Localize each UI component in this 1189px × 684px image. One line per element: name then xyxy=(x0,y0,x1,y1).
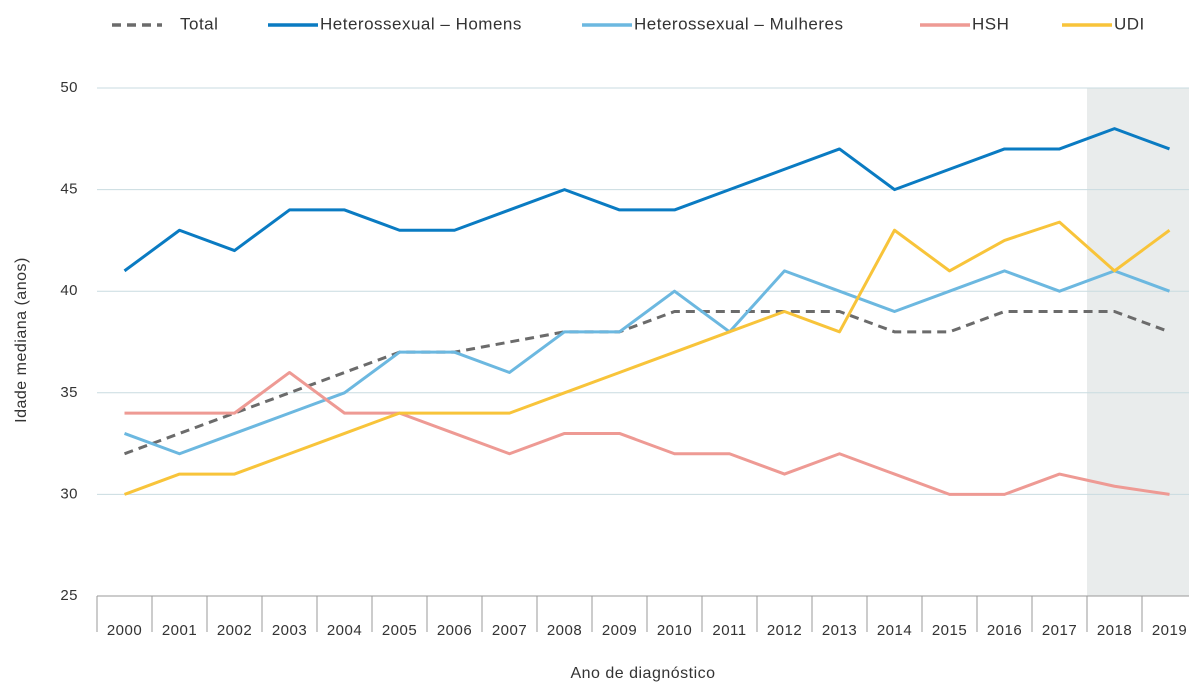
series-line xyxy=(123,310,1171,456)
x-axis-label: Ano de diagnóstico xyxy=(570,665,715,682)
series-line xyxy=(124,370,1170,496)
y-tick-label: 45 xyxy=(60,181,78,198)
x-tick-label: 2017 xyxy=(1042,622,1077,639)
x-tick-label: 2016 xyxy=(987,622,1022,639)
x-tick-label: 2000 xyxy=(107,622,142,639)
x-tick-label: 2002 xyxy=(217,622,252,639)
y-tick-label: 30 xyxy=(60,485,78,502)
x-tick-label: 2009 xyxy=(602,622,637,639)
legend-label: Heterossexual – Mulheres xyxy=(634,14,843,33)
x-tick-label: 2019 xyxy=(1152,622,1187,639)
series-line xyxy=(123,269,1171,456)
y-tick-label: 35 xyxy=(60,384,78,401)
y-tick-label: 50 xyxy=(60,79,78,96)
x-tick-label: 2015 xyxy=(932,622,967,639)
legend-label: HSH xyxy=(972,14,1009,33)
x-tick-label: 2005 xyxy=(382,622,417,639)
x-tick-label: 2018 xyxy=(1097,622,1132,639)
x-tick-label: 2003 xyxy=(272,622,307,639)
x-tick-label: 2001 xyxy=(162,622,197,639)
x-tick-label: 2007 xyxy=(492,622,527,639)
legend-label: Heterossexual – Homens xyxy=(320,14,522,33)
x-tick-label: 2004 xyxy=(327,622,362,639)
x-tick-label: 2011 xyxy=(712,622,746,639)
legend-label: UDI xyxy=(1114,14,1145,33)
series-line xyxy=(123,127,1171,273)
y-axis-label: Idade mediana (anos) xyxy=(13,257,30,423)
x-tick-label: 2006 xyxy=(437,622,472,639)
x-tick-label: 2013 xyxy=(822,622,857,639)
legend-label: Total xyxy=(180,14,218,33)
y-tick-label: 25 xyxy=(60,587,78,604)
x-tick-label: 2012 xyxy=(767,622,802,639)
x-tick-label: 2008 xyxy=(547,622,582,639)
x-tick-label: 2010 xyxy=(657,622,692,639)
y-tick-label: 40 xyxy=(60,282,78,299)
shaded-region xyxy=(1087,88,1189,596)
x-tick-label: 2014 xyxy=(877,622,912,639)
series-line xyxy=(123,220,1171,496)
